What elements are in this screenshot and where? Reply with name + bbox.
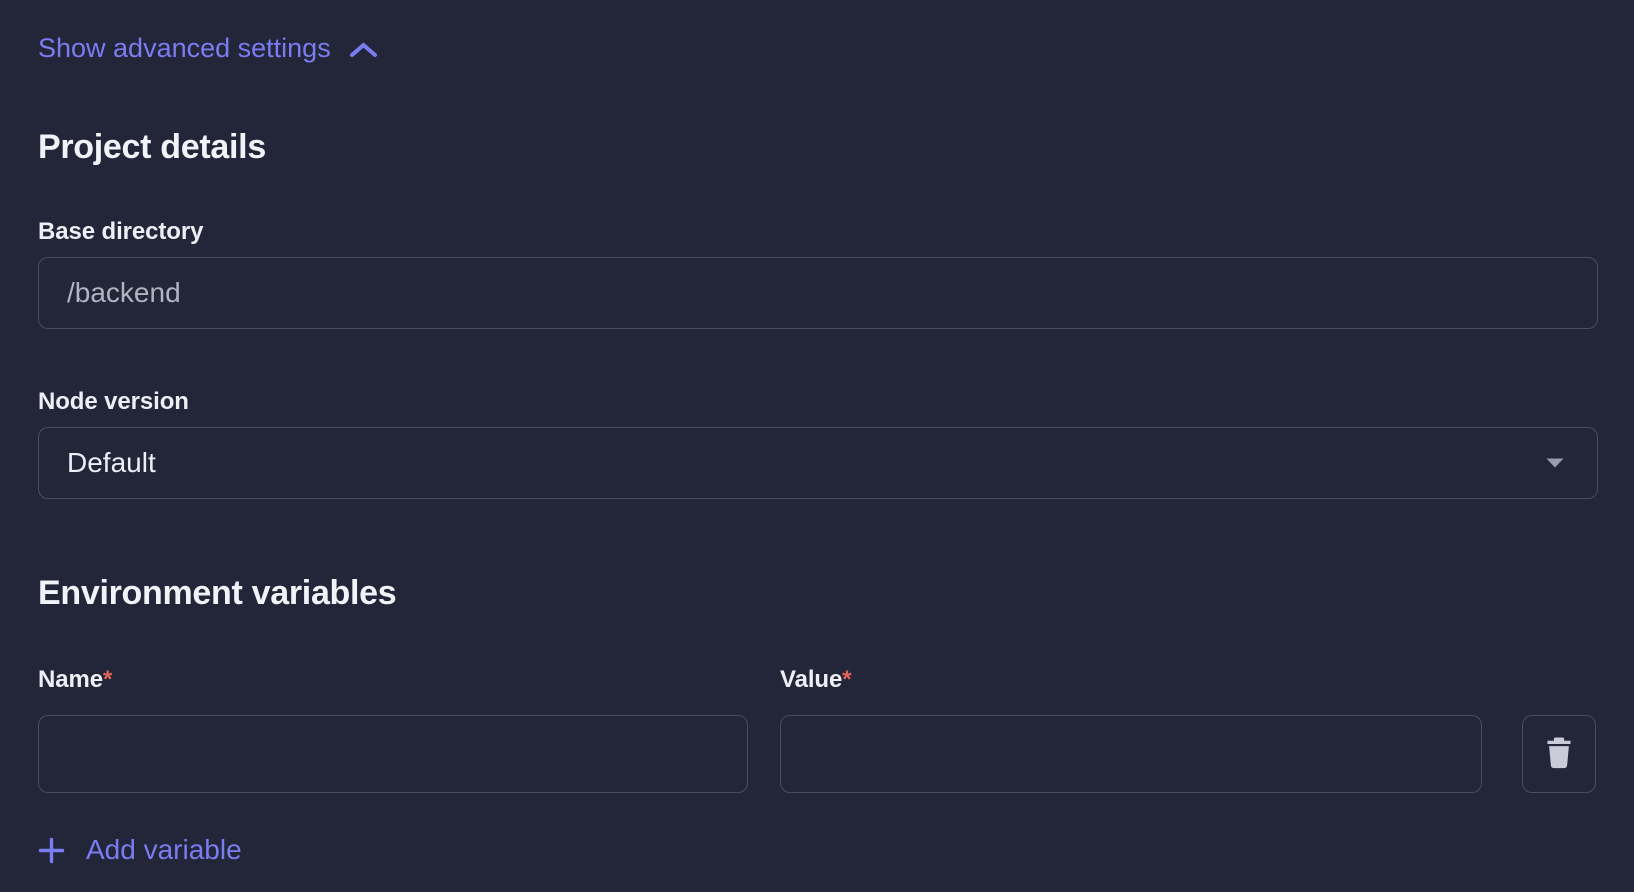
section-title-project-details: Project details [38,128,266,166]
plus-icon [38,837,65,864]
add-variable-label: Add variable [86,834,242,865]
env-name-label: Name* [38,666,113,693]
node-version-selected-value: Default [67,447,156,478]
env-name-input[interactable] [38,715,748,793]
env-value-input[interactable] [780,715,1482,793]
delete-variable-button[interactable] [1522,715,1596,793]
env-variable-row [38,715,1598,793]
add-variable-button[interactable]: Add variable [38,835,242,865]
base-directory-input[interactable] [38,257,1598,329]
base-directory-label: Base directory [38,218,204,245]
section-title-environment-variables: Environment variables [38,574,397,612]
required-asterisk: * [102,666,113,693]
advanced-settings-toggle[interactable]: Show advanced settings [38,33,379,63]
chevron-up-icon [348,38,379,59]
node-version-select[interactable]: Default [38,427,1598,499]
node-version-label: Node version [38,388,189,415]
advanced-settings-toggle-label: Show advanced settings [38,33,331,63]
env-value-label: Value* [780,666,852,693]
required-asterisk: * [842,666,852,693]
caret-down-icon [1545,457,1565,469]
trash-icon [1541,734,1577,775]
